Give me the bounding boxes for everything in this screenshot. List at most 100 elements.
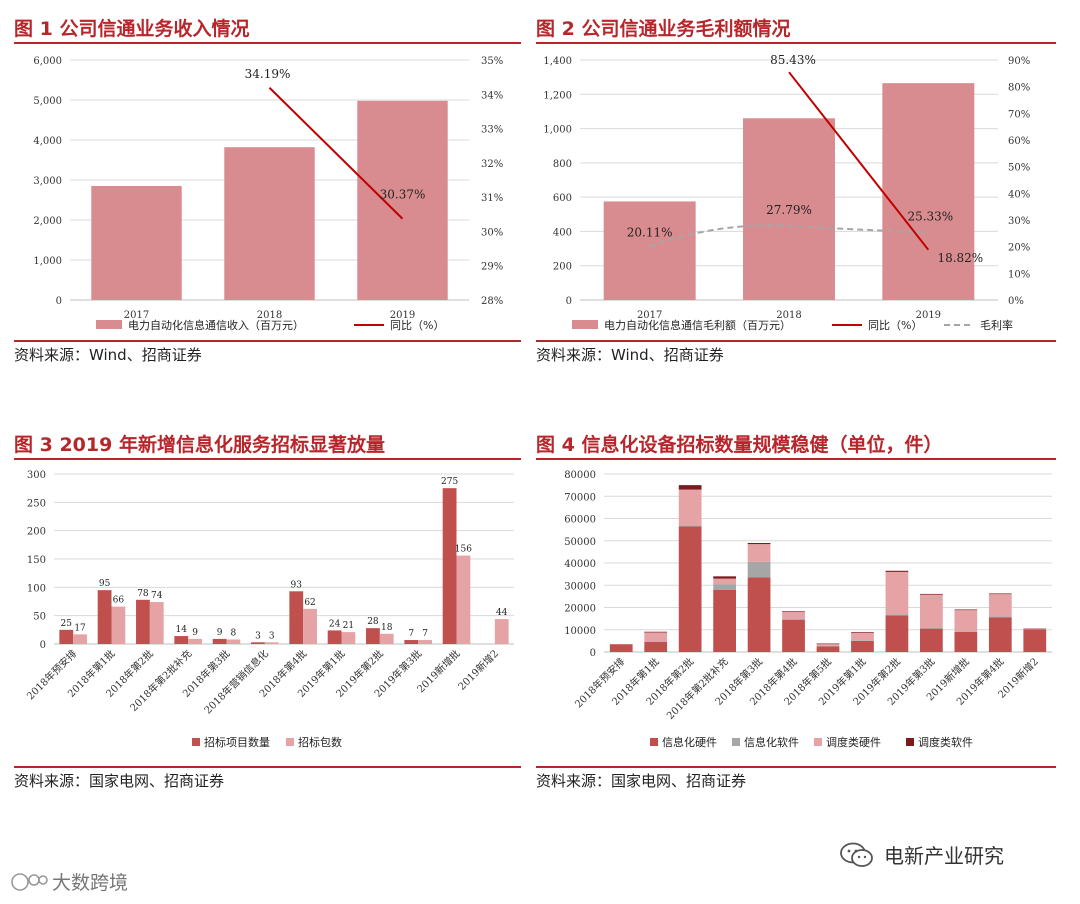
fig3-y-tick-label: 50 [33, 612, 46, 623]
fig3-bar [136, 599, 150, 644]
figure-3-top-rule [14, 458, 521, 460]
fig2-y-tick-label: 800 [553, 159, 572, 170]
fig3-y-tick-label: 200 [27, 527, 46, 538]
fig3-bar [303, 608, 317, 644]
figure-3-bottom-rule [14, 766, 521, 768]
fig3-bar [264, 642, 279, 644]
figure-1-bottom-rule [14, 340, 521, 342]
fig4-bar-segment [678, 489, 702, 526]
fig3-data-label: 66 [113, 596, 125, 606]
fig3-data-label: 3 [255, 631, 261, 641]
fig4-bar-segment [816, 643, 840, 645]
figure-2-chart: 0 200 400 600 800 1,000 1,200 1,400 0% 10% 20% 30% 4… [543, 53, 1030, 332]
fig3-bar [404, 640, 419, 644]
fig3-y-tick-label: 300 [27, 470, 46, 481]
fig4-bar-segment [954, 631, 978, 632]
fig4-bar-segment [885, 571, 909, 615]
fig1-bar [91, 186, 182, 300]
fig4-x-tick-label: 2018年第2批补充 [664, 655, 731, 722]
fig2-data-label: 20.11% [627, 225, 673, 239]
fig1-y-tick-label: 2,000 [33, 216, 62, 227]
fig4-y-tick-label: 30000 [564, 581, 596, 592]
fig4-bar-segment [678, 485, 702, 490]
fig3-data-label: 24 [329, 619, 341, 629]
fig4-bar-segment [713, 576, 736, 579]
fig4-bar-segment [988, 616, 1012, 618]
fig1-x-tick-label: 2019 [390, 310, 415, 321]
figure-3-title: 图 3 2019 年新增信息化服务招标显著放量 [14, 434, 385, 456]
watermark-logo-icon [10, 870, 50, 894]
fig3-bar [226, 639, 241, 644]
fig3-data-label: 25 [61, 619, 73, 629]
fig3-data-label: 44 [496, 608, 508, 618]
figure-4-title: 图 4 信息化设备招标数量规模稳健（单位，件） [536, 434, 943, 456]
fig4-bar-segment [747, 561, 771, 578]
fig3-legend-swatch [286, 738, 294, 746]
fig2-legend-swatch-bar [572, 320, 598, 329]
fig3-y-tick-label: 100 [27, 583, 46, 594]
fig4-legend-label: 调度类软件 [918, 735, 973, 749]
fig2-y2-tick-label: 20% [1008, 243, 1030, 254]
fig2-y-tick-label: 0 [566, 296, 572, 307]
fig3-data-label: 7 [408, 629, 414, 639]
fig4-bar-segment [885, 615, 909, 652]
fig3-bar [188, 638, 202, 644]
fig1-data-label: 34.19% [245, 67, 291, 81]
fig1-y2-tick-label: 34% [481, 90, 503, 101]
figure-4-panel: 图 4 信息化设备招标数量规模稳健（单位，件） 0 10000 20000 30000… [536, 430, 1056, 800]
fig3-legend-label: 招标包数 [298, 735, 342, 749]
fig3-x-tick-label: 2019新增2 [455, 647, 501, 693]
fig3-data-label: 18 [381, 623, 393, 633]
fig3-data-label: 8 [231, 628, 237, 638]
fig4-bar-segment [954, 609, 978, 611]
fig4-bar-segment [920, 627, 943, 629]
fig3-bar [494, 619, 509, 644]
figure-3-panel: 图 3 2019 年新增信息化服务招标显著放量 0 50 100 150 200 250 3… [14, 430, 521, 800]
fig4-legend-swatch [650, 738, 658, 746]
fig4-bar-segment [747, 544, 771, 562]
fig4-bar-segment [747, 542, 771, 545]
fig1-bar [357, 100, 448, 300]
fig1-yoy-line [268, 87, 404, 220]
figure-3-source: 资料来源：国家电网、招商证券 [14, 772, 225, 790]
figure-2-source: 资料来源：Wind、招商证券 [536, 346, 724, 364]
fig3-y-tick-label: 0 [40, 640, 46, 651]
fig4-bar-segment [988, 617, 1012, 652]
fig4-bar-segment [782, 619, 805, 652]
figure-1-chart: 0 1,000 2,000 3,000 4,000 5,000 6,000 28% 29% 30%… [33, 56, 503, 332]
fig4-bar-segment [713, 578, 736, 585]
watermark-text: 大数跨境 [52, 872, 129, 894]
fig2-bar [743, 118, 835, 301]
fig3-data-label: 9 [217, 628, 223, 638]
fig3-data-label: 62 [304, 598, 315, 608]
fig4-bar-segment [782, 611, 805, 612]
fig2-legend-label: 毛利率 [980, 318, 1013, 332]
fig2-y-tick-label: 1,200 [543, 90, 572, 101]
fig2-yoy-line [788, 71, 930, 251]
fig1-legend-label: 电力自动化信息通信收入（百万元） [128, 318, 304, 332]
figure-1-source: 资料来源：Wind、招商证券 [14, 346, 202, 364]
fig3-data-label: 95 [99, 579, 111, 589]
fig4-bar-segment [851, 632, 874, 641]
fig4-bar-segment [954, 631, 978, 652]
fig3-data-label: 156 [455, 545, 472, 555]
fig3-x-tick-label: 2018年第2批补充 [127, 647, 194, 714]
fig4-y-tick-label: 50000 [564, 537, 596, 548]
fig3-data-label: 9 [192, 628, 198, 638]
fig4-bar-segment [644, 631, 668, 633]
fig2-y2-tick-label: 90% [1008, 56, 1030, 67]
fig1-x-tick-label: 2018 [257, 310, 282, 321]
fig1-legend-label: 同比（%） [390, 319, 444, 332]
fig4-bar-segment [644, 641, 668, 652]
fig4-bar-segment [747, 577, 771, 652]
fig4-bar-segment [920, 594, 943, 628]
fig3-bar [366, 628, 380, 644]
fig3-bar [442, 488, 457, 644]
fig3-x-tick-label: 2018年营销信息化 [201, 647, 271, 717]
fig4-bar-segment [920, 628, 943, 652]
figure-4-chart: 0 10000 20000 30000 40000 50000 60000 70000 8000… [564, 470, 1052, 749]
figure-4-source: 资料来源：国家电网、招商证券 [536, 772, 747, 790]
fig2-data-label: 25.33% [907, 209, 953, 223]
fig2-y2-tick-label: 30% [1008, 216, 1030, 227]
